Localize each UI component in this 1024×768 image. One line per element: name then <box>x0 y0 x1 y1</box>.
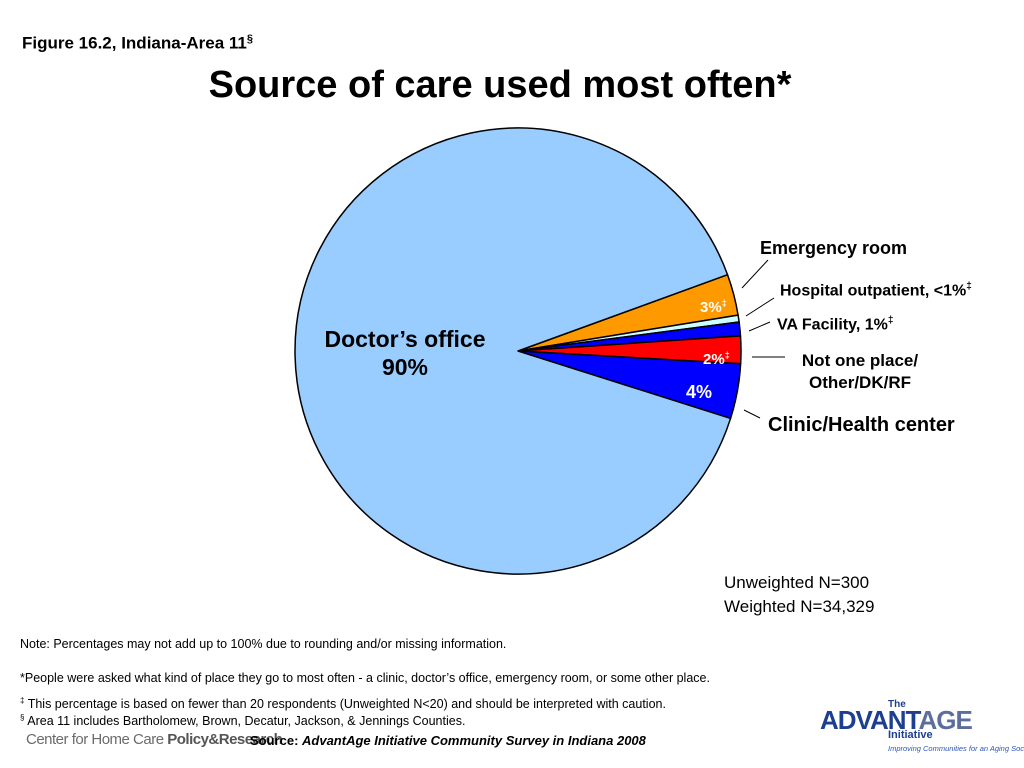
figure-label: Figure 16.2, Indiana-Area 11§ <box>22 33 253 54</box>
hosp-label-text: Hospital outpatient, <1% <box>780 282 967 300</box>
leader-line-va <box>748 321 771 332</box>
advantage-logo: The ADVANTAGE Initiative Improving Commu… <box>820 699 1024 759</box>
source-title: AdvantAge Initiative Community Survey in… <box>302 733 646 748</box>
section-mark: § <box>246 33 253 45</box>
leader-line-hosp <box>745 297 775 317</box>
note-area: § Area 11 includes Bartholomew, Brown, D… <box>20 713 465 728</box>
slice-label-doctor: Doctor’s office 90% <box>300 325 510 381</box>
cfhc-logo-prefix: Center for Home Care <box>26 731 168 748</box>
leader-line-er <box>741 259 769 289</box>
source-line: Source: AdvantAge Initiative Community S… <box>250 733 646 748</box>
slice-doctor <box>294 127 732 575</box>
cfhc-logo-strong: Policy&Research <box>167 731 283 748</box>
slice-value-clinic: 4% <box>686 382 712 402</box>
note-question: *People were asked what kind of place th… <box>20 671 710 685</box>
va-dagger: ‡ <box>887 315 894 326</box>
slice-label-hosp: Hospital outpatient, <1%‡ <box>780 281 972 300</box>
adv-logo-tagline: Improving Communities for an Aging Socie… <box>888 744 1024 753</box>
chart-title: Source of care used most often* <box>208 64 792 106</box>
figure-label-text: Figure 16.2, Indiana-Area 11 <box>22 33 247 53</box>
doctor-label-value: 90% <box>381 354 429 380</box>
leader-line-clinic <box>743 409 761 419</box>
slice-value-notone: 2%‡ <box>703 350 730 368</box>
note-area-text: Area 11 includes Bartholomew, Brown, Dec… <box>24 714 466 729</box>
note-caution-mark: ‡ <box>20 696 25 705</box>
slice-label-notone: Not one place/ Other/DK/RF <box>765 350 955 394</box>
source-prefix: Source: <box>250 733 303 748</box>
slice-value-er: 3%‡ <box>700 298 727 316</box>
adv-logo-name: ADVANTAGE <box>820 705 973 736</box>
note-caution-text: This percentage is based on fewer than 2… <box>24 697 666 712</box>
notone-label-line1: Not one place/ <box>801 351 919 370</box>
doctor-label-name: Doctor’s office <box>324 326 486 352</box>
slice-label-er: Emergency room <box>760 238 908 258</box>
hosp-dagger: ‡ <box>966 281 972 292</box>
slice-label-clinic: Clinic/Health center <box>768 414 955 436</box>
unweighted-n: Unweighted N=300 <box>724 573 870 592</box>
pie-slices <box>294 127 742 575</box>
adv-logo-initiative: Initiative <box>888 729 933 741</box>
adv-logo-name-a: ADVANT <box>820 705 919 735</box>
sample-size: Unweighted N=300 Weighted N=34,329 <box>724 571 874 619</box>
note-rounding: Note: Percentages may not add up to 100%… <box>20 637 507 651</box>
notone-label-line2: Other/DK/RF <box>809 373 911 392</box>
note-caution: ‡ This percentage is based on fewer than… <box>20 696 666 711</box>
slice-label-va: VA Facility, 1%‡ <box>777 315 893 334</box>
adv-logo-the: The <box>888 699 906 710</box>
note-area-mark: § <box>20 713 25 722</box>
va-label-text: VA Facility, 1% <box>777 316 888 334</box>
cfhc-logo: Center for Home Care Policy&Research <box>26 731 283 748</box>
weighted-n: Weighted N=34,329 <box>724 597 875 616</box>
adv-logo-name-b: AGE <box>918 705 972 735</box>
